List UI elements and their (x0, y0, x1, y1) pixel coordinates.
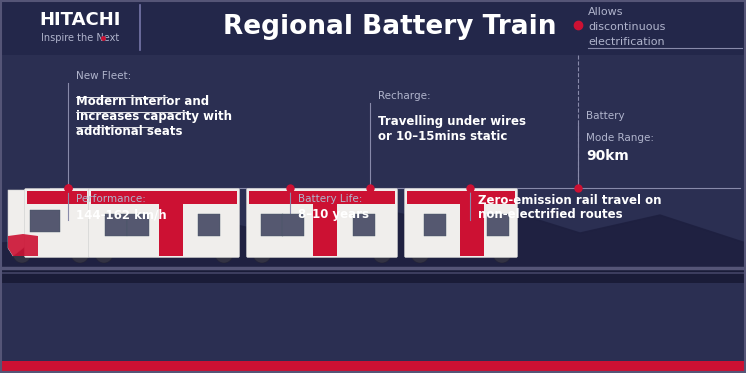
Bar (249, 191, 395, 204)
FancyBboxPatch shape (404, 188, 518, 257)
Bar (0, 268, 746, 283)
Text: HITACHI: HITACHI (40, 11, 121, 29)
Text: Zero-emission rail travel on: Zero-emission rail travel on (478, 194, 662, 207)
Text: Modern interior and: Modern interior and (76, 95, 209, 108)
Circle shape (215, 245, 233, 263)
Polygon shape (8, 190, 36, 256)
Text: Travelling under wires: Travelling under wires (378, 115, 526, 128)
Bar (282, 214, 304, 236)
Bar (30, 210, 60, 232)
Text: 144-162 km/h: 144-162 km/h (76, 208, 166, 221)
Circle shape (493, 245, 511, 263)
Text: increases capacity with: increases capacity with (76, 110, 232, 123)
Bar (0, 0, 746, 55)
Bar (407, 191, 515, 204)
Text: or 10–15mins static: or 10–15mins static (378, 130, 507, 143)
Bar (460, 204, 484, 256)
Polygon shape (8, 234, 38, 256)
Text: Battery Life:: Battery Life: (298, 194, 363, 204)
Bar (104, 214, 127, 236)
Circle shape (253, 245, 271, 263)
Circle shape (71, 245, 89, 263)
Bar (91, 191, 237, 204)
Bar (424, 214, 446, 236)
Bar (261, 214, 283, 236)
Text: New Fleet:: New Fleet: (76, 71, 131, 81)
Text: Recharge:: Recharge: (378, 91, 430, 101)
Text: electrification: electrification (588, 37, 665, 47)
Text: 8–10 years: 8–10 years (298, 208, 369, 221)
Bar (354, 214, 375, 236)
FancyBboxPatch shape (246, 188, 398, 257)
Text: Mode Range:: Mode Range: (586, 133, 654, 143)
Text: Allows: Allows (588, 7, 624, 17)
Text: Performance:: Performance: (76, 194, 146, 204)
Circle shape (411, 245, 429, 263)
Text: Battery: Battery (586, 111, 624, 121)
Text: Inspire the Next: Inspire the Next (41, 33, 119, 43)
Text: discontinuous: discontinuous (588, 22, 665, 32)
Bar (160, 204, 184, 256)
Text: 90km: 90km (586, 149, 629, 163)
Bar (198, 214, 220, 236)
FancyBboxPatch shape (89, 188, 239, 257)
Text: non-electrified routes: non-electrified routes (478, 208, 623, 221)
Bar (487, 214, 509, 236)
Text: additional seats: additional seats (76, 125, 183, 138)
Circle shape (373, 245, 391, 263)
Text: Regional Battery Train: Regional Battery Train (223, 14, 557, 40)
Circle shape (13, 245, 31, 263)
Bar (0, 361, 746, 373)
FancyBboxPatch shape (25, 188, 90, 257)
Bar (127, 214, 148, 236)
Bar (313, 204, 337, 256)
Bar (27, 191, 87, 204)
Circle shape (95, 245, 113, 263)
